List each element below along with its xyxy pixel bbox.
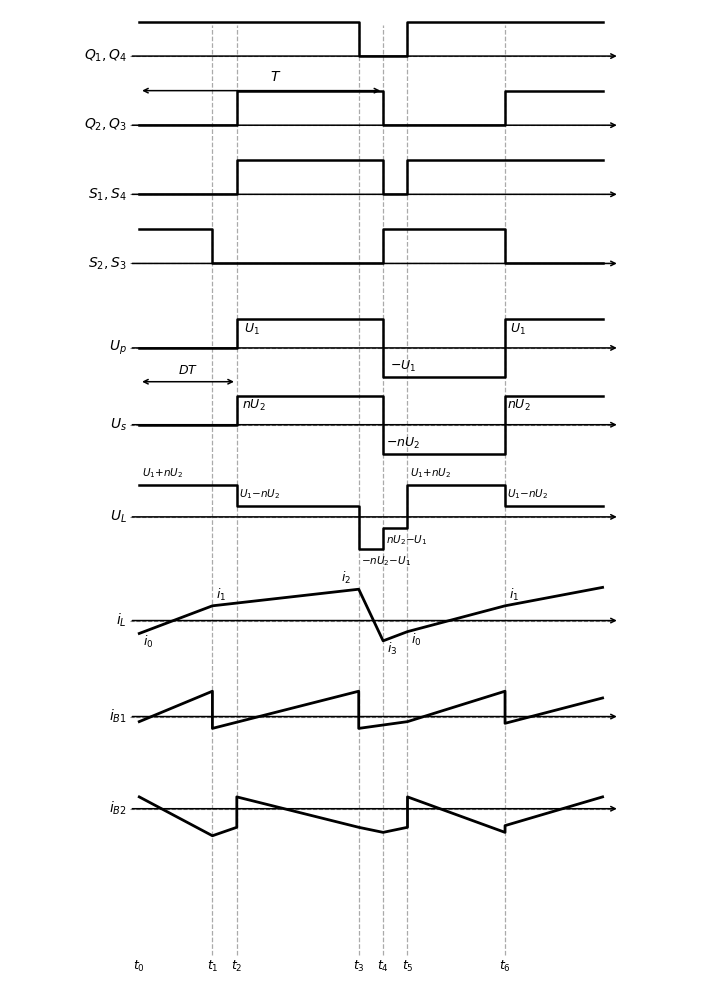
Text: $S_2,S_3$: $S_2,S_3$ [88,255,127,272]
Text: $-nU_2$: $-nU_2$ [386,436,420,451]
Text: $U_L$: $U_L$ [110,509,127,525]
Text: $-nU_2{-}U_1$: $-nU_2{-}U_1$ [361,554,411,568]
Text: $i_1$: $i_1$ [216,587,226,603]
Text: $nU_2$: $nU_2$ [242,398,266,413]
Text: $U_1{+}nU_2$: $U_1{+}nU_2$ [141,466,183,480]
Text: $-U_1$: $-U_1$ [391,359,416,374]
Text: $t_3$: $t_3$ [353,958,365,974]
Text: $U_1{-}nU_2$: $U_1{-}nU_2$ [508,487,549,501]
Text: $i_{B2}$: $i_{B2}$ [109,800,127,817]
Text: $DT$: $DT$ [178,364,198,377]
Text: $nU_2$: $nU_2$ [508,398,531,413]
Text: $t_0$: $t_0$ [134,958,145,974]
Text: $nU_2{-}U_1$: $nU_2{-}U_1$ [386,533,427,547]
Text: $i_0$: $i_0$ [143,633,154,650]
Text: $U_s$: $U_s$ [110,417,127,433]
Text: $t_4$: $t_4$ [377,958,389,974]
Text: $T$: $T$ [270,70,281,84]
Text: $S_1,S_4$: $S_1,S_4$ [88,186,127,203]
Text: $t_6$: $t_6$ [499,958,511,974]
Text: $U_1$: $U_1$ [244,321,260,337]
Text: $U_p$: $U_p$ [109,339,127,357]
Text: $Q_1,Q_4$: $Q_1,Q_4$ [84,48,127,64]
Text: $t_1$: $t_1$ [207,958,218,974]
Text: $i_0$: $i_0$ [411,632,422,648]
Text: $i_{B1}$: $i_{B1}$ [109,708,127,725]
Text: $U_1{+}nU_2$: $U_1{+}nU_2$ [410,466,451,480]
Text: $i_2$: $i_2$ [341,570,351,586]
Text: $i_1$: $i_1$ [509,587,519,603]
Text: $U_1{-}nU_2$: $U_1{-}nU_2$ [239,487,281,501]
Text: $t_5$: $t_5$ [401,958,414,974]
Text: $U_1$: $U_1$ [510,321,526,337]
Text: $i_L$: $i_L$ [116,612,127,629]
Text: $Q_2,Q_3$: $Q_2,Q_3$ [84,117,127,133]
Text: $i_3$: $i_3$ [387,641,397,657]
Text: $t_2$: $t_2$ [231,958,243,974]
